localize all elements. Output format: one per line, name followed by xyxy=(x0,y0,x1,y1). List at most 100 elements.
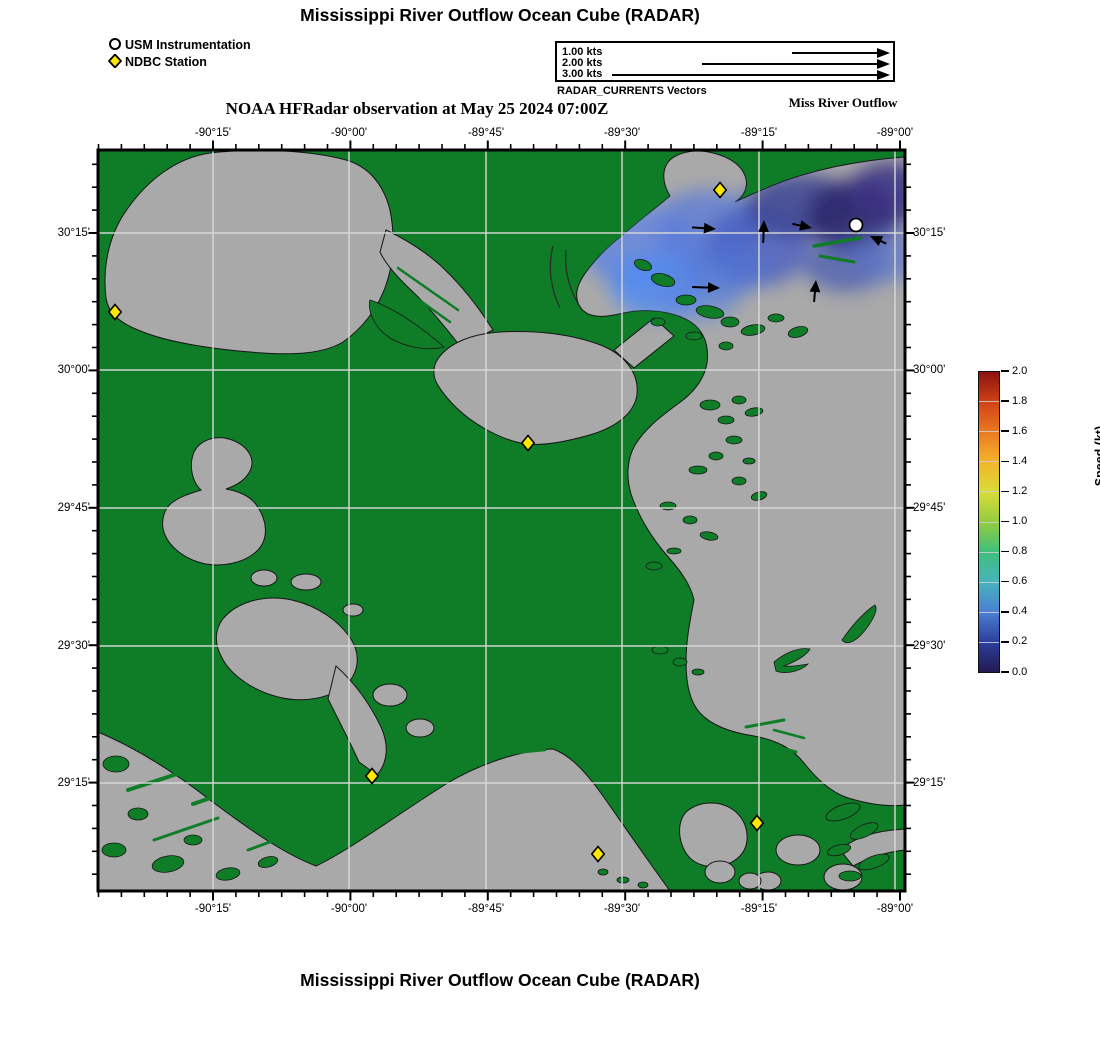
water-rigolets-connector xyxy=(379,229,494,347)
marsh-island xyxy=(645,561,663,571)
water-lagoon xyxy=(704,860,736,884)
current-vector-arrow xyxy=(870,236,887,246)
marsh-island xyxy=(720,316,740,328)
current-vector-arrow xyxy=(691,282,720,293)
x-axis-label-bottom: -90°00' xyxy=(330,903,368,915)
scale-arrow-head-icon xyxy=(877,69,890,80)
water-lagoon xyxy=(405,718,435,738)
marsh-island xyxy=(616,876,630,884)
y-axis-label-right: 29°45' xyxy=(913,502,946,514)
legend-item-ndbc: NDBC Station xyxy=(107,53,207,69)
marsh-island xyxy=(672,657,688,667)
colorbar-tick xyxy=(1001,641,1009,643)
water-lagoon xyxy=(372,683,408,707)
island-sliver xyxy=(428,386,454,410)
colorbar-tick-label: 0.8 xyxy=(1012,545,1028,558)
island-sliver xyxy=(392,280,452,324)
scale-arrow-head-icon xyxy=(877,47,890,58)
marsh-island xyxy=(666,547,682,555)
marsh-island xyxy=(849,822,879,840)
y-axis-label-left: 29°15' xyxy=(57,777,90,789)
axis-tick-marks xyxy=(88,140,915,901)
colorbar-gridline xyxy=(979,611,999,613)
island-sliver xyxy=(246,826,310,852)
ndbc-station-marker xyxy=(364,767,380,785)
y-axis-label-right: 30°15' xyxy=(913,227,946,239)
x-axis-label-top: -89°15' xyxy=(740,127,778,139)
scale-arrow-tail xyxy=(792,52,883,54)
vector-scale-box: 1.00 kts 2.00 kts 3.00 kts xyxy=(555,41,895,82)
water-twin-lakes xyxy=(162,437,266,566)
colorbar-tick-label: 1.0 xyxy=(1012,515,1028,527)
map-border xyxy=(96,148,907,893)
x-axis-label-top: -89°00' xyxy=(876,127,914,139)
y-axis-label-left: 29°30' xyxy=(57,640,90,652)
ndbc-station-marker xyxy=(520,434,536,452)
water-borgne-pass xyxy=(613,317,675,369)
legend-label-ndbc: NDBC Station xyxy=(125,54,207,69)
current-vector-arrow xyxy=(792,220,812,231)
marsh-island xyxy=(718,341,734,351)
region-label: Miss River Outflow xyxy=(788,95,898,110)
marsh-island xyxy=(675,294,697,306)
colorbar-tick-label: 0.4 xyxy=(1012,605,1028,618)
marsh-island xyxy=(215,867,241,881)
colorbar-tick xyxy=(1001,580,1009,583)
y-axis-label-right: 30°00' xyxy=(913,364,946,376)
ndbc-station-marker xyxy=(749,814,765,832)
marsh-island xyxy=(858,853,890,871)
marsh-island xyxy=(682,515,698,525)
marsh-island xyxy=(838,870,862,882)
colorbar-tick xyxy=(1001,611,1009,613)
x-axis-label-bottom: -89°45' xyxy=(467,903,505,915)
colorbar-gridline xyxy=(979,431,999,433)
marsh-island xyxy=(637,881,649,889)
figure-title: Mississippi River Outflow Ocean Cube (RA… xyxy=(300,5,700,25)
current-vector-arrow xyxy=(691,222,716,234)
x-axis-label-top: -89°45' xyxy=(467,127,505,139)
colorbar-tick-label: 1.8 xyxy=(1012,394,1028,407)
usm-circle-icon xyxy=(108,37,122,54)
water-lagoon xyxy=(738,872,762,890)
colorbar-gridline xyxy=(979,401,999,403)
island-sliver xyxy=(191,783,250,806)
island-sliver xyxy=(818,254,856,264)
marsh-island xyxy=(650,317,666,327)
island-chandeleur-island xyxy=(841,604,877,644)
colorbar-gridline xyxy=(979,551,999,553)
vector-scale-caption: RADAR_CURRENTS Vectors xyxy=(557,85,707,97)
marsh-island xyxy=(183,834,203,846)
map-canvas xyxy=(88,140,915,901)
marsh-island xyxy=(695,305,725,319)
island-sliver xyxy=(152,816,220,842)
y-axis-label-right: 29°30' xyxy=(913,640,946,652)
marsh-island xyxy=(708,451,724,461)
marsh-island xyxy=(691,668,705,676)
marsh-island xyxy=(742,457,756,465)
scale-arrow-tail xyxy=(612,74,883,76)
marsh-island xyxy=(699,531,719,541)
island-sliver xyxy=(758,740,798,754)
vector-scale-1kt: 1.00 kts xyxy=(562,46,603,58)
ndbc-station-marker xyxy=(107,303,123,321)
island-sliver xyxy=(501,748,547,756)
colorbar-tick xyxy=(1001,430,1009,432)
colorbar-gridline xyxy=(979,461,999,463)
x-axis-label-top: -90°15' xyxy=(194,127,232,139)
colorbar-gridline xyxy=(979,491,999,493)
island-sliver xyxy=(744,718,786,729)
water-barataria-arm xyxy=(327,665,387,776)
water-lagoon xyxy=(775,834,821,866)
scale-arrow-head-icon xyxy=(877,58,890,69)
island-sliver xyxy=(772,728,806,740)
colorbar-tick xyxy=(1001,520,1009,523)
colorbar-tick xyxy=(1001,671,1009,673)
colorbar-tick xyxy=(1001,550,1009,553)
colorbar-tick-label: 0.2 xyxy=(1012,635,1028,648)
marsh-island xyxy=(102,755,130,773)
colorbar-tick-label: 1.2 xyxy=(1012,484,1028,497)
scale-arrow-tail xyxy=(702,63,883,65)
ndbc-station-marker xyxy=(712,181,728,199)
marsh-island xyxy=(688,465,708,475)
